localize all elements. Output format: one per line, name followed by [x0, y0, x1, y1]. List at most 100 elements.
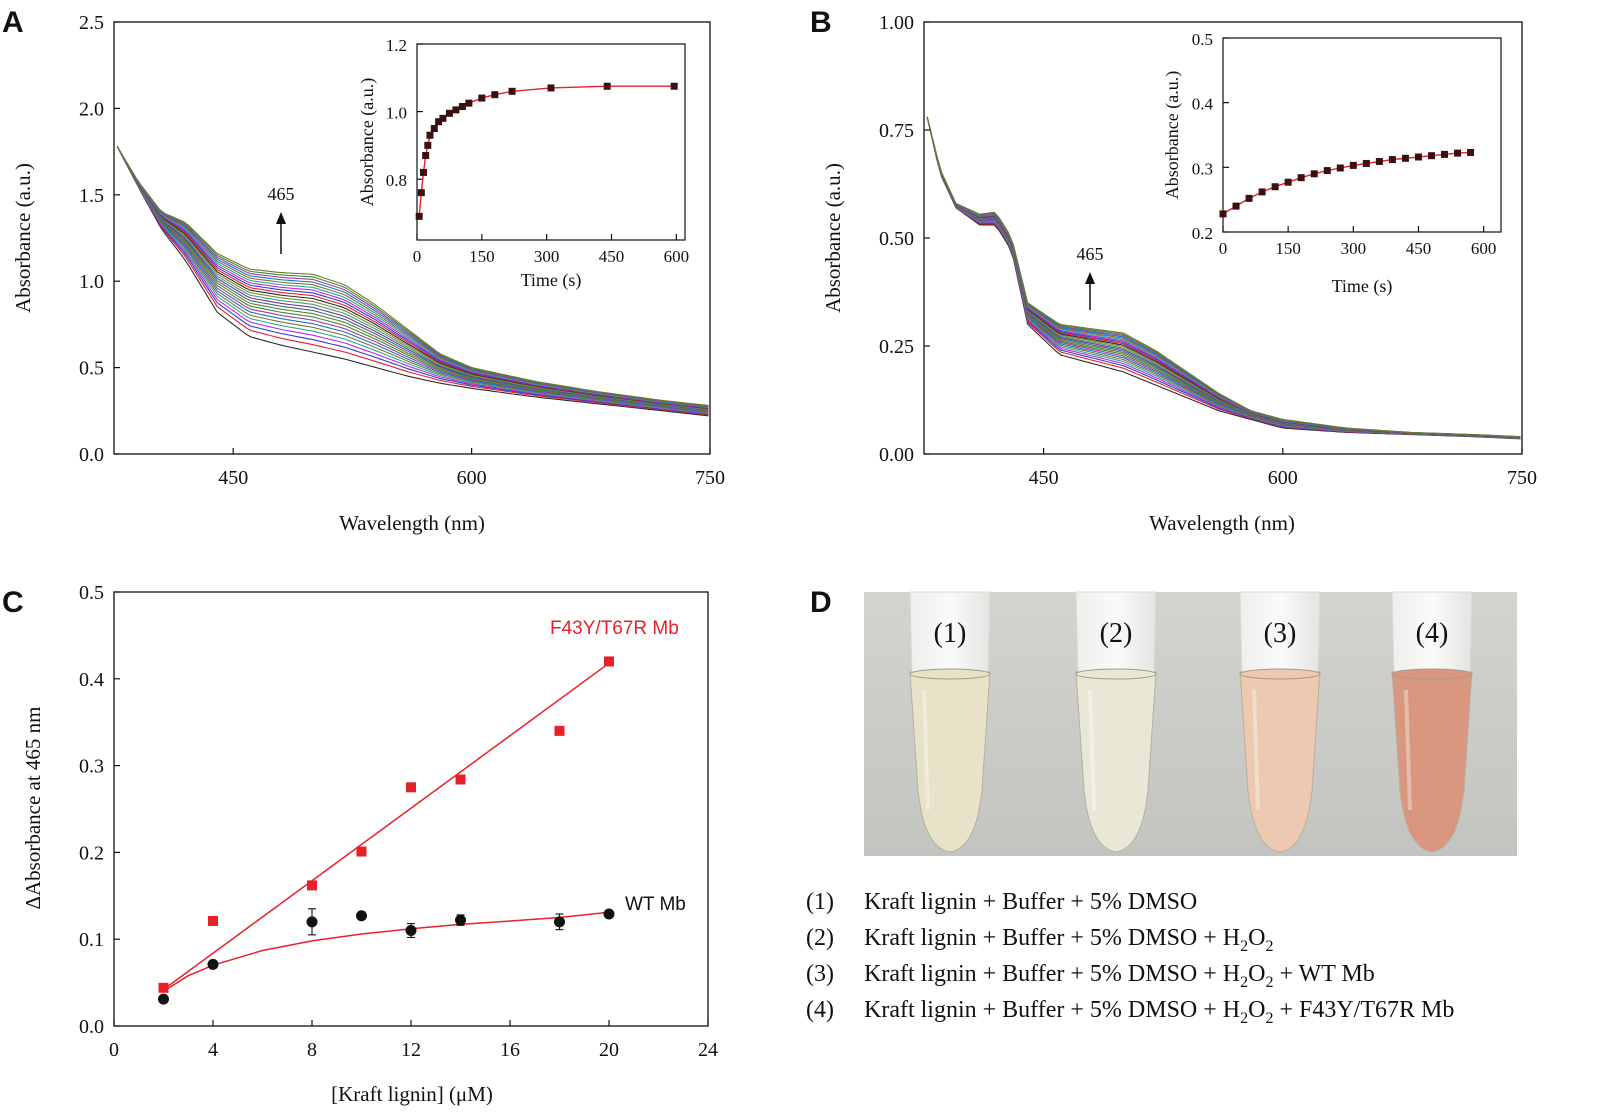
data-point-f43y — [604, 656, 614, 667]
panel-a-inset-ytick-label: 1.2 — [386, 36, 407, 55]
data-point-f43y — [307, 880, 317, 891]
inset-data-point — [430, 124, 438, 132]
panel-b-ytick-label: 0.50 — [879, 228, 914, 250]
panel-a-inset-xtick-label: 600 — [664, 247, 690, 266]
legend-subscript: 2 — [1240, 938, 1248, 955]
panel-c-ytick-label: 0.5 — [79, 582, 104, 604]
inset-data-point — [1414, 153, 1422, 161]
tube-highlight — [922, 689, 930, 811]
panel-c-xtick-label: 12 — [401, 1039, 421, 1061]
data-point-f43y — [208, 915, 218, 926]
spectrum-curve — [116, 146, 709, 414]
tube-meniscus — [1391, 668, 1473, 680]
panel-c-ylabel: ΔAbsorbance at 465 nm — [21, 706, 45, 909]
inset-data-point — [435, 118, 443, 126]
panel-c-ytick-label: 0.0 — [79, 1016, 104, 1038]
inset-data-point — [1401, 154, 1409, 162]
data-point-wt — [554, 916, 565, 928]
tube-liquid — [1391, 671, 1473, 853]
data-point-wt — [455, 914, 466, 926]
panel-c-xtick-label: 4 — [208, 1039, 218, 1061]
inset-data-point — [1454, 149, 1462, 157]
panel-b-inset-ytick-label: 0.3 — [1192, 159, 1213, 178]
panel-a-ytick-label: 2.5 — [79, 12, 104, 34]
inset-data-point — [422, 152, 430, 160]
panel-a-inset-frame — [416, 43, 686, 241]
inset-data-point — [1258, 188, 1266, 196]
legend-number: (3) — [806, 961, 834, 987]
tube-highlight — [1404, 689, 1412, 811]
legend-text-main: Kraft lignin + Buffer + 5% DMSO + H — [864, 925, 1240, 951]
panel-b-ytick-label: 1.00 — [879, 12, 914, 34]
panel-a-ytick-label: 0.5 — [79, 358, 104, 380]
panel-c-xtick-label: 8 — [307, 1039, 317, 1061]
panel-c-ytick-label: 0.4 — [79, 669, 104, 691]
inset-data-point — [670, 82, 678, 90]
inset-data-point — [1297, 174, 1305, 182]
inset-data-point — [426, 131, 434, 139]
panel-label-a: A — [2, 6, 24, 39]
panel-b-inset-frame — [1222, 37, 1502, 233]
inset-data-point — [547, 84, 555, 92]
legend-subscript: 2 — [1265, 974, 1273, 991]
inset-data-point — [491, 91, 499, 99]
panel-d-photo: (1) (2) (3) (4) (1) Kraft lignin + Buffer + … — [806, 591, 1517, 1027]
panel-b-annotation-label: 465 — [1077, 244, 1104, 264]
panel-c-xtick-label: 20 — [599, 1039, 619, 1061]
panel-a-ytick-label: 2.0 — [79, 98, 104, 120]
panel-a-ytick-label: 0.0 — [79, 444, 104, 466]
tube-meniscus — [1239, 668, 1321, 680]
panel-a-inset-xtick-label: 450 — [599, 247, 625, 266]
data-point-wt — [158, 993, 169, 1005]
legend-subscript: 2 — [1265, 938, 1273, 955]
panel-c-xlabel: [Kraft lignin] (μM) — [331, 1082, 493, 1106]
legend-text-tail: + WT Mb — [1273, 961, 1374, 987]
data-point-f43y — [455, 774, 466, 785]
tube-label: (3) — [1264, 618, 1297, 649]
legend-text-main: Kraft lignin + Buffer + 5% DMSO — [864, 889, 1197, 915]
panel-a-annotation-arrowhead — [276, 212, 286, 224]
inset-data-point — [419, 168, 427, 176]
legend-text-main: Kraft lignin + Buffer + 5% DMSO + H — [864, 997, 1240, 1023]
panel-b-annotation-arrowhead — [1085, 272, 1095, 284]
inset-data-point — [1271, 183, 1279, 191]
spectrum-curve — [116, 146, 709, 415]
panel-label-c: C — [2, 586, 24, 619]
panel-a-inset-xtick-label: 300 — [534, 247, 560, 266]
panel-a-inset-ytick-label: 1.0 — [386, 104, 407, 123]
tube-1: (1) — [909, 591, 991, 853]
panel-b-ytick-label: 0.00 — [879, 444, 914, 466]
panel-b-curves — [926, 116, 1521, 440]
panel-c-xtick-label: 0 — [109, 1039, 119, 1061]
legend-text-o: O — [1248, 997, 1265, 1023]
legend-text-tail: + F43Y/T67R Mb — [1273, 997, 1454, 1023]
inset-data-point — [1467, 148, 1475, 156]
data-point-f43y — [356, 846, 367, 857]
panel-a-inset-ytick-label: 0.8 — [386, 171, 407, 190]
tube-label: (2) — [1100, 618, 1133, 649]
inset-data-point — [1428, 152, 1435, 160]
panel-a-frame — [113, 21, 711, 455]
panel-b-xlabel: Wavelength (nm) — [1149, 511, 1295, 535]
panel-c-axes: 0 4 8 12 16 20 24 0.0 0.1 0.2 0.3 0.4 0.5 — [79, 582, 718, 1061]
inset-data-point — [1441, 150, 1449, 158]
legend-subscript: 2 — [1265, 1010, 1273, 1027]
legend-text: Kraft lignin + Buffer + 5% DMSO + H2O2 +… — [864, 961, 1375, 991]
data-point-f43y — [554, 725, 565, 736]
panel-c-fit-lines — [163, 662, 610, 992]
panel-a-inset-ylabel: Absorbance (a.u.) — [357, 78, 378, 206]
inset-data-point — [415, 212, 423, 220]
panel-c-chart: 0 4 8 12 16 20 24 0.0 0.1 0.2 0.3 0.4 0.5 F43Y/T67R … — [21, 582, 718, 1106]
data-point-wt — [405, 925, 417, 937]
panel-a-ylabel: Absorbance (a.u.) — [11, 163, 35, 313]
panel-label-d: D — [810, 586, 832, 619]
panel-b-inset-xtick-label: 300 — [1341, 239, 1367, 258]
legend-number: (2) — [806, 925, 834, 951]
tube-2: (2) — [1075, 591, 1157, 853]
panel-b-inset-ytick-label: 0.2 — [1192, 224, 1213, 243]
data-point-wt — [603, 908, 615, 920]
panel-a-xtick-label: 750 — [695, 467, 725, 489]
legend-wt: WT Mb — [625, 894, 686, 915]
